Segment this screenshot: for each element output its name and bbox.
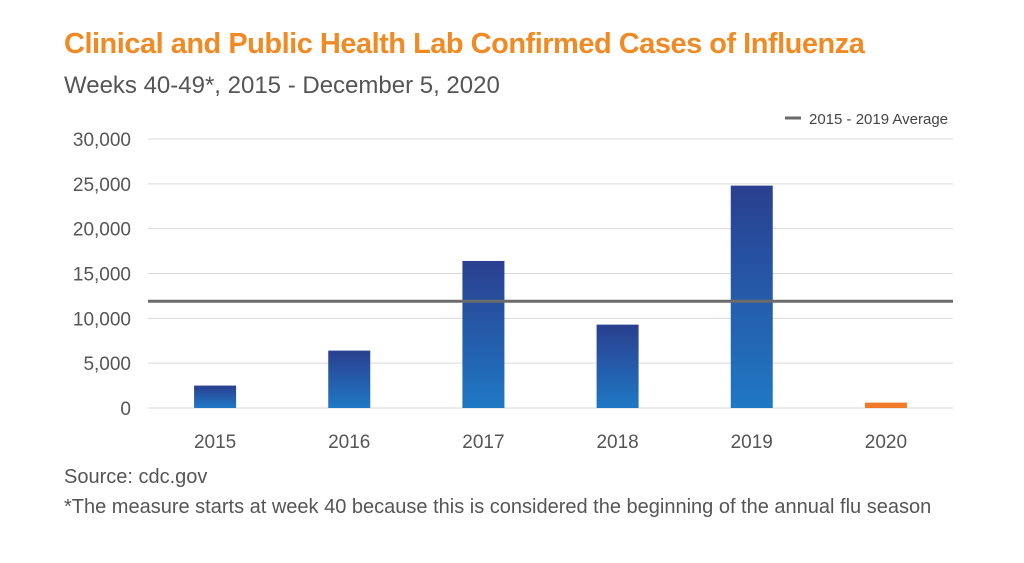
bar-2015 <box>194 385 237 408</box>
bar-2017 <box>462 260 505 408</box>
y-tick-label: 25,000 <box>73 175 131 196</box>
x-tick-label: 2020 <box>865 432 907 453</box>
x-tick-label: 2019 <box>731 432 773 453</box>
footnote: *The measure starts at week 40 because t… <box>64 496 932 518</box>
legend-label: 2015 - 2019 Average <box>809 111 948 128</box>
y-tick-label: 0 <box>120 399 131 420</box>
source-note: Source: cdc.gov <box>64 466 208 488</box>
x-tick-label: 2015 <box>194 432 236 453</box>
bar-2020 <box>864 402 907 408</box>
x-tick-label: 2018 <box>596 432 638 453</box>
y-tick-label: 15,000 <box>73 265 131 286</box>
x-tick-label: 2016 <box>328 432 370 453</box>
y-tick-label: 5,000 <box>83 354 131 375</box>
y-tick-label: 20,000 <box>73 220 131 241</box>
x-tick-label: 2017 <box>462 432 504 453</box>
bar-2019 <box>730 185 773 408</box>
bar-2016 <box>328 350 371 408</box>
chart-subtitle: Weeks 40-49*, 2015 - December 5, 2020 <box>64 72 500 99</box>
chart-title: Clinical and Public Health Lab Confirmed… <box>64 28 865 60</box>
bar-2018 <box>596 324 639 408</box>
y-tick-label: 30,000 <box>73 130 131 151</box>
y-tick-label: 10,000 <box>73 309 131 330</box>
bar-chart: 0 5,000 10,000 15,000 20,000 25,000 30,000 2015… <box>73 111 953 453</box>
